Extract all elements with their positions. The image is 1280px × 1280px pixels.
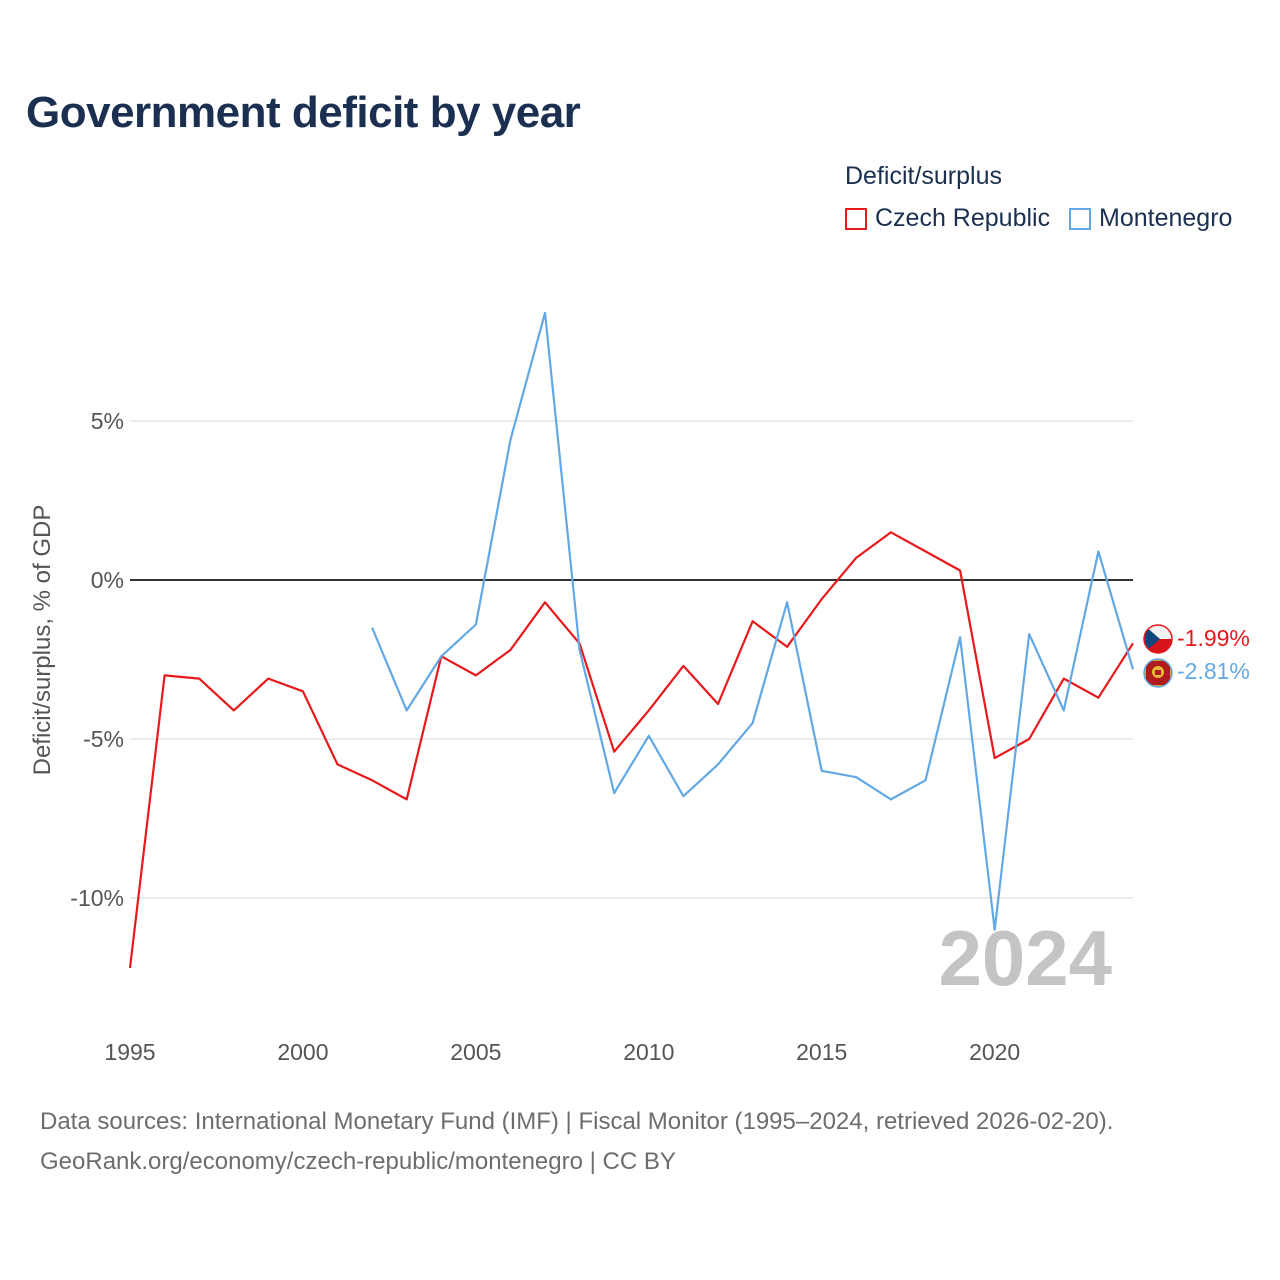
montenegro-flag-icon (1143, 658, 1173, 688)
legend-label-czech-republic: Czech Republic (875, 204, 1051, 232)
legend-title: Deficit/surplus (845, 162, 1002, 190)
y-tick-label: -5% (83, 726, 124, 752)
x-tick-label: 2005 (450, 1039, 501, 1065)
legend-item-czech-republic[interactable]: Czech Republic (845, 204, 1050, 233)
end-label-czech-republic: -1.99% (1177, 625, 1250, 651)
y-tick-label: -10% (70, 885, 124, 911)
x-tick-label: 2020 (969, 1039, 1020, 1065)
source-url: GeoRank.org/economy/czech-republic/monte… (40, 1148, 676, 1175)
czech-flag-icon (1143, 624, 1173, 654)
x-tick-label: 2010 (623, 1039, 674, 1065)
y-tick-label: 0% (91, 567, 124, 593)
grid-lines (130, 420, 1133, 899)
y-tick-label: 5% (91, 408, 124, 434)
series-line-czech-republic[interactable] (128, 531, 1134, 969)
legend-item-montenegro[interactable]: Montenegro (1069, 204, 1232, 233)
source-note: Data sources: International Monetary Fun… (40, 1108, 1114, 1135)
series-lines (128, 311, 1135, 969)
chart-title: Government deficit by year (26, 88, 581, 137)
legend-label-montenegro: Montenegro (1099, 204, 1233, 232)
legend-swatch-montenegro (1069, 207, 1091, 230)
x-tick-label: 2015 (796, 1039, 847, 1065)
axis-labels: Deficit/surplus, % of GDP 5% 0% -5% -10% 199… (29, 408, 1020, 1065)
x-tick-label: 2000 (277, 1039, 328, 1065)
y-axis-title: Deficit/surplus, % of GDP (29, 505, 56, 776)
x-tick-label: 1995 (104, 1039, 155, 1065)
end-markers (1143, 624, 1173, 688)
year-watermark: 2024 (938, 914, 1112, 1002)
chart-plot-area: Deficit/surplus, % of GDP 5% 0% -5% -10% 199… (29, 311, 1250, 1065)
legend-swatch-czech-republic (845, 207, 867, 230)
series-line-montenegro[interactable] (371, 311, 1135, 931)
end-label-montenegro: -2.81% (1177, 658, 1250, 684)
